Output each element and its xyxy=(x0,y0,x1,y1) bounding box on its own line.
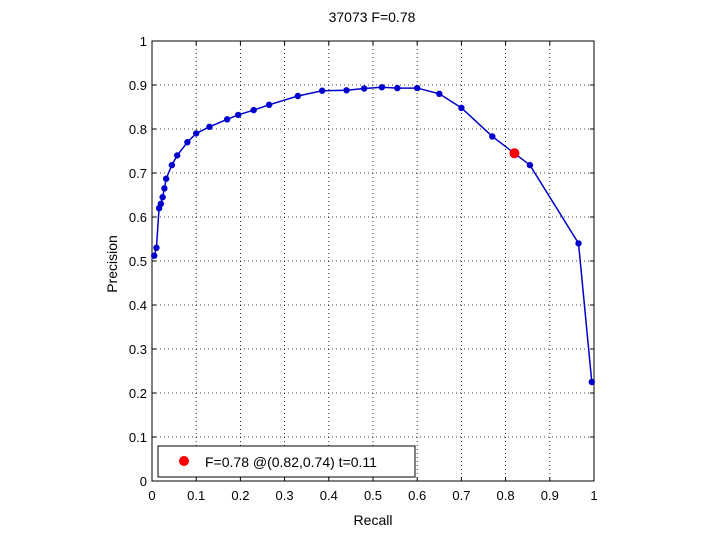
data-point xyxy=(360,85,368,92)
y-tick-label: 0.7 xyxy=(129,166,147,181)
x-axis-label: Recall xyxy=(354,512,393,528)
data-point xyxy=(265,101,273,109)
data-point xyxy=(394,84,401,92)
data-point xyxy=(378,84,386,91)
y-tick-label: 0.8 xyxy=(129,122,147,137)
x-tick-label: 0.3 xyxy=(276,488,294,503)
data-point xyxy=(153,244,160,251)
x-tick-label: 0.7 xyxy=(452,488,470,503)
data-point xyxy=(159,194,166,201)
x-tick-label: 0.9 xyxy=(541,488,559,503)
data-point xyxy=(318,87,326,94)
data-point xyxy=(588,378,595,386)
y-tick-label: 0.9 xyxy=(129,78,147,93)
legend: F=0.78 @(0.82,0.74) t=0.11 xyxy=(157,445,416,478)
chart-title: 37073 F=0.78 xyxy=(329,9,416,25)
data-point xyxy=(458,104,465,112)
data-point xyxy=(294,92,302,100)
x-tick-label: 0.1 xyxy=(187,488,205,503)
y-tick-label: 0.3 xyxy=(129,342,147,357)
data-point xyxy=(193,130,200,137)
axis-ticks: 0 0.1 0.2 0.3 0.4 0.5 0.6 0.7 0.8 0.9 1 0 0.1 0.2 0.3 0… xyxy=(129,34,598,503)
data-point xyxy=(157,200,165,207)
x-tick-label: 0.4 xyxy=(320,488,338,503)
data-point xyxy=(343,87,350,94)
x-tick-label: 0.2 xyxy=(231,488,249,503)
data-point xyxy=(151,252,158,259)
y-tick-label: 0.1 xyxy=(129,430,147,445)
x-tick-label: 1 xyxy=(590,488,597,503)
x-tick-label: 0.6 xyxy=(408,488,426,503)
data-point xyxy=(206,123,213,130)
legend-box xyxy=(157,445,416,478)
series-group xyxy=(151,84,595,386)
data-point xyxy=(489,133,496,140)
y-axis-label: Precision xyxy=(104,235,120,293)
data-point xyxy=(162,175,170,182)
data-point xyxy=(173,152,181,159)
y-tick-label: 0.2 xyxy=(129,386,147,401)
y-tick-label: 0 xyxy=(140,474,147,489)
data-point xyxy=(436,90,443,98)
best-f-point xyxy=(509,148,520,159)
data-point xyxy=(184,139,191,146)
data-point xyxy=(223,116,231,123)
data-point xyxy=(161,185,168,192)
y-tick-label: 0.6 xyxy=(129,210,147,225)
data-point xyxy=(250,106,257,114)
legend-entry-text: F=0.78 @(0.82,0.74) t=0.11 xyxy=(205,454,377,470)
x-tick-label: 0.5 xyxy=(364,488,382,503)
data-point xyxy=(234,111,242,119)
y-tick-label: 0.5 xyxy=(129,254,147,269)
grid xyxy=(152,41,594,481)
data-point xyxy=(526,161,534,169)
legend-marker xyxy=(179,456,189,466)
x-tick-label: 0.8 xyxy=(497,488,515,503)
data-point xyxy=(414,84,421,92)
data-point xyxy=(168,161,176,169)
y-tick-label: 0.4 xyxy=(129,298,147,313)
data-point xyxy=(575,240,582,247)
x-tick-label: 0 xyxy=(148,488,155,503)
y-tick-label: 1 xyxy=(140,34,147,49)
